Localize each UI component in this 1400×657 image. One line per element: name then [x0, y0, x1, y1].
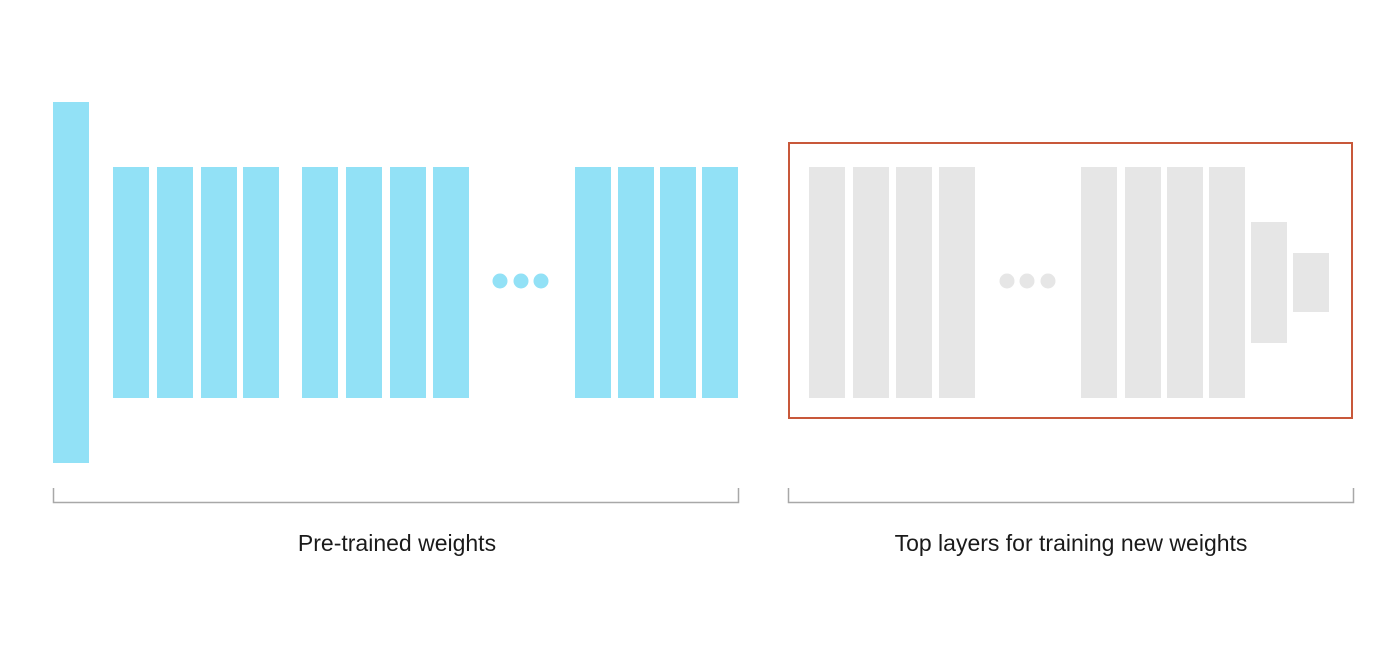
top-layer — [1125, 167, 1161, 398]
pretrained-layer — [390, 167, 426, 398]
pretrained-layer — [660, 167, 696, 398]
pretrained-weights-label: Pre-trained weights — [297, 530, 497, 556]
top-layer — [1209, 167, 1245, 398]
ellipsis-dot — [999, 273, 1015, 289]
ellipsis-dot — [513, 273, 529, 289]
ellipsis-dot — [533, 273, 549, 289]
top-layers-label: Top layers for training new weights — [894, 530, 1248, 556]
top-layers-section — [809, 167, 1329, 398]
top-layer — [853, 167, 889, 398]
top-layers-bracket — [787, 488, 1355, 504]
top-layer — [896, 167, 932, 398]
pretrained-layer — [302, 167, 338, 398]
pretrained-layer — [243, 167, 279, 398]
pretrained-layer — [702, 167, 738, 398]
top-ellipsis — [999, 273, 1056, 289]
pretrained-layer — [433, 167, 469, 398]
top-layers-box — [788, 142, 1353, 419]
pretrained-bracket — [52, 488, 740, 504]
pretrained-layer — [113, 167, 149, 398]
pretrained-layer — [157, 167, 193, 398]
top-layer — [939, 167, 975, 398]
pretrained-layer — [575, 167, 611, 398]
top-layer — [809, 167, 845, 398]
pretrained-layer — [346, 167, 382, 398]
pretrained-layer — [201, 167, 237, 398]
top-block-2 — [1081, 167, 1245, 398]
pretrained-block-2 — [302, 167, 469, 398]
pretrained-section — [53, 102, 738, 463]
top-layer — [1081, 167, 1117, 398]
output-layer — [1293, 253, 1329, 312]
ellipsis-dot — [1019, 273, 1035, 289]
pretrained-block-3 — [575, 167, 738, 398]
pretrained-ellipsis — [492, 273, 549, 289]
dense-layer — [1251, 222, 1287, 343]
ellipsis-dot — [492, 273, 508, 289]
top-layer — [1167, 167, 1203, 398]
pretrained-block-1 — [113, 167, 279, 398]
ellipsis-dot — [1040, 273, 1056, 289]
pretrained-layer — [618, 167, 654, 398]
input-layer — [53, 102, 89, 463]
top-block-1 — [809, 167, 975, 398]
